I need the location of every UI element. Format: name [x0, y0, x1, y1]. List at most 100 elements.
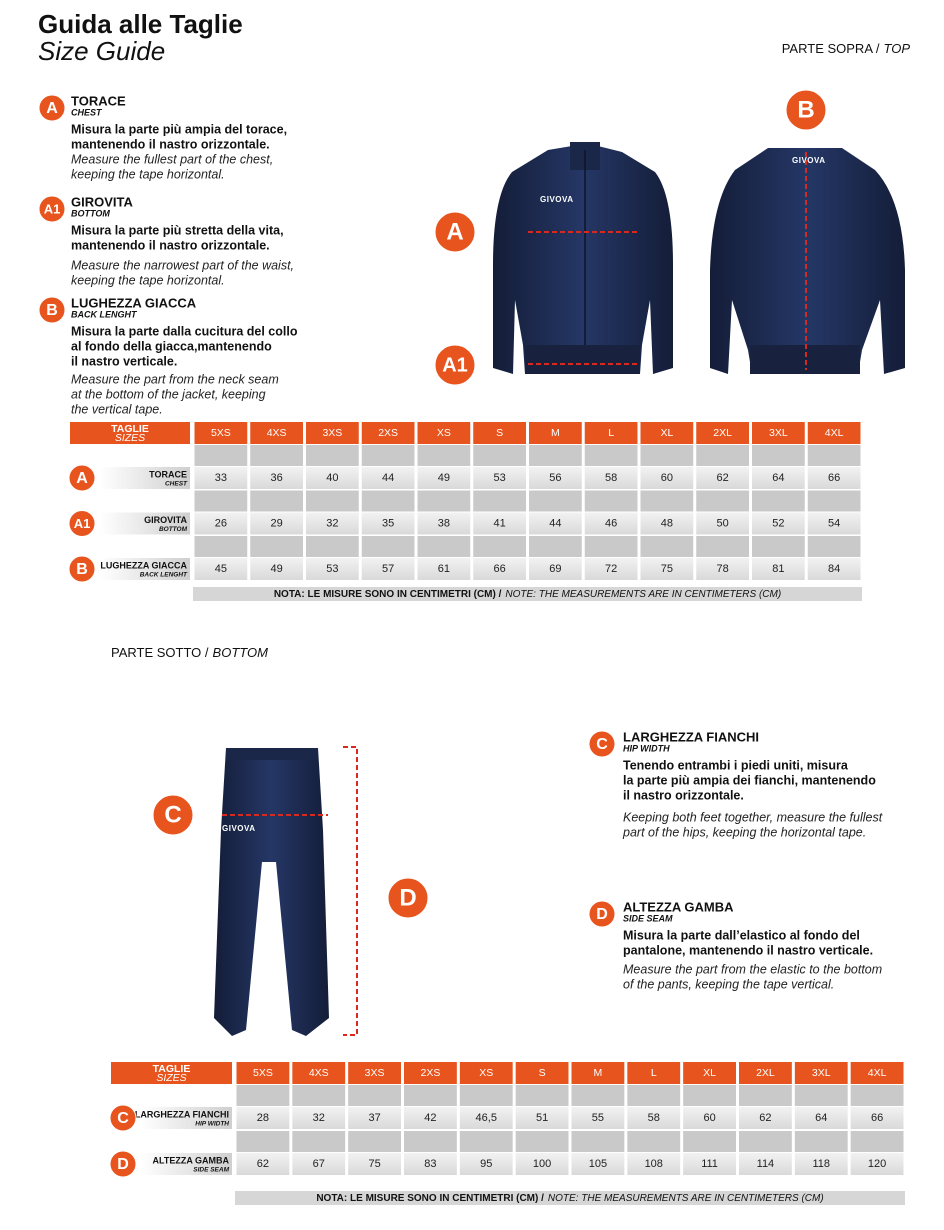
measure-text-en: keeping the tape horizontal. [71, 167, 225, 181]
size-label: L [608, 427, 614, 439]
badge-label: C [117, 1110, 129, 1127]
row-label: LARGHEZZA FIANCHI [135, 1109, 229, 1119]
value-cell [850, 1107, 904, 1129]
spacer-cell [752, 445, 805, 466]
value-cell [752, 467, 805, 489]
note-bar [235, 1191, 905, 1205]
value: 38 [438, 517, 450, 529]
value: 108 [645, 1158, 663, 1170]
value-cell [417, 512, 471, 535]
value-cell [807, 558, 861, 580]
value-cell [417, 467, 471, 489]
measure-title-en: CHEST [71, 107, 103, 117]
value-cell [459, 1153, 513, 1175]
size-label: 5XS [253, 1067, 273, 1079]
value-cell [292, 1153, 346, 1175]
row-label-cell [100, 467, 190, 489]
value-cell [306, 558, 359, 580]
note-it: NOTA: LE MISURE SONO IN CENTIMETRI (CM) … [316, 1193, 544, 1204]
value: 66 [828, 472, 840, 484]
spacer-cell [515, 1085, 569, 1106]
size-cell [529, 422, 582, 444]
value-cell [250, 558, 303, 580]
row-label-cell [141, 1153, 232, 1175]
section-label: PARTE SOPRA / TOP [782, 41, 911, 56]
measure-text-en: Measure the fullest part of the chest, [71, 152, 273, 166]
row-label: TORACE [149, 469, 187, 479]
value: 95 [480, 1158, 492, 1170]
value-cell [417, 558, 471, 580]
value: 48 [661, 517, 673, 529]
size-label: 3XS [322, 427, 342, 439]
value: 66 [871, 1112, 883, 1124]
value-cell [739, 1153, 792, 1175]
value: 111 [701, 1158, 718, 1170]
measure-text-en: of the pants, keeping the tape vertical. [623, 977, 834, 991]
value-cell [739, 1107, 792, 1129]
row-label-en: BACK LENGHT [140, 572, 188, 579]
spacer-cell [473, 490, 526, 512]
value-cell [571, 1107, 625, 1129]
size-label: S [539, 1067, 546, 1079]
subtitle: Size Guide [38, 36, 165, 66]
badge-label: C [164, 801, 181, 828]
value-cell [473, 512, 526, 535]
badge [68, 510, 96, 537]
value-cell [361, 558, 415, 580]
value-cell [752, 512, 805, 535]
badge-label: A [76, 470, 88, 487]
spacer-cell [306, 490, 359, 512]
value-cell [584, 512, 638, 535]
spacer-cell [696, 445, 749, 466]
table-head-label-en: SIZES [115, 432, 145, 444]
size-label: XL [660, 427, 673, 439]
value: 75 [368, 1158, 380, 1170]
spacer-cell [529, 445, 582, 466]
value-cell [529, 558, 582, 580]
measure-title-en: SIDE SEAM [623, 913, 673, 923]
spacer-cell [250, 536, 303, 557]
badge [588, 730, 616, 758]
value-cell [584, 558, 638, 580]
value: 78 [717, 563, 729, 575]
value-cell [627, 1107, 681, 1129]
value-cell [696, 467, 749, 489]
size-label: XS [437, 427, 451, 439]
section-label-it: PARTE SOPRA / [782, 41, 880, 56]
measure-title: LARGHEZZA FIANCHI [623, 729, 759, 744]
badge [109, 1104, 137, 1132]
row-label-en: CHEST [165, 481, 188, 488]
value: 62 [257, 1158, 269, 1170]
measure-title: LUGHEZZA GIACCA [71, 295, 197, 310]
row-label-en: HIP WIDTH [195, 1121, 229, 1128]
spacer-cell [250, 445, 303, 466]
brand-logo: GIVOVA [792, 156, 826, 165]
table-head-cell [70, 422, 190, 444]
size-label: XL [703, 1067, 716, 1079]
spacer-cell [752, 490, 805, 512]
measure-text-en: Keeping both feet together, measure the … [623, 810, 883, 824]
spacer-cell [683, 1085, 736, 1106]
spacer-cell [417, 445, 471, 466]
value-cell [807, 512, 861, 535]
measure-text-en: part of the hips, keeping the horizontal… [622, 825, 866, 839]
section-label-en: TOP [884, 41, 911, 56]
spacer-cell [417, 536, 471, 557]
spacer-cell [348, 1085, 401, 1106]
spacer-cell [739, 1131, 792, 1152]
spacer-cell [459, 1085, 513, 1106]
size-cell [807, 422, 861, 444]
spacer-cell [794, 1131, 848, 1152]
value: 49 [271, 563, 283, 575]
note-it: NOTA: LE MISURE SONO IN CENTIMETRI (CM) … [274, 589, 502, 600]
measure-text-en: at the bottom of the jacket, keeping [71, 387, 266, 401]
value: 81 [772, 563, 784, 575]
measure-text: mantenendo il nastro orizzontale. [71, 137, 270, 151]
measure-text: la parte più ampia dei fianchi, mantenen… [623, 773, 876, 787]
value-cell [794, 1153, 848, 1175]
spacer-cell [306, 536, 359, 557]
measure-title: TORACE [71, 93, 126, 108]
value: 51 [536, 1112, 548, 1124]
value: 32 [313, 1112, 325, 1124]
badge-label: A1 [74, 516, 91, 531]
